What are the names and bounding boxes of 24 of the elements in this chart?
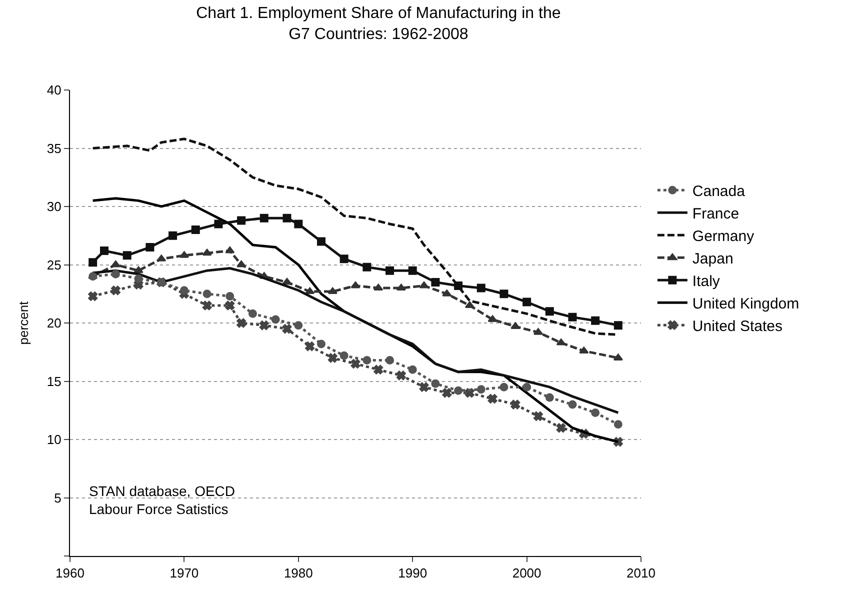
x-tick-label: 2000 xyxy=(512,566,542,581)
y-axis-title: percent xyxy=(16,300,31,345)
legend-label: Japan xyxy=(692,250,734,268)
annotation: STAN database, OECD Labour Force Satistics xyxy=(89,483,236,518)
legend-label: Canada xyxy=(692,182,746,200)
x-tick-label: 1970 xyxy=(170,566,199,581)
y-tick-label: 15 xyxy=(46,374,62,389)
x-tick-label: 1980 xyxy=(284,566,313,581)
y-tick-label: 5 xyxy=(54,490,62,506)
y-tick-label: 30 xyxy=(46,199,62,214)
x-tick-label: 1960 xyxy=(56,566,84,581)
legend-label: United Kingdom xyxy=(692,295,800,312)
y-tick-label: 20 xyxy=(46,316,62,331)
legend-label: Italy xyxy=(692,272,720,290)
legend-label: France xyxy=(692,205,740,222)
y-tick-label: 10 xyxy=(46,432,62,448)
legend-label: Germany xyxy=(692,228,755,245)
legend-label: United States xyxy=(692,318,782,335)
y-tick-label: 25 xyxy=(46,257,62,272)
y-tick-label: 35 xyxy=(46,140,62,156)
chart-title: Chart 1. Employment Share of Manufacturing in the G7 Countries: 1962-2008 xyxy=(196,5,561,43)
x-tick-label: 1990 xyxy=(398,566,428,581)
y-tick-label: 40 xyxy=(46,82,62,98)
x-tick-label: 2010 xyxy=(626,566,656,581)
